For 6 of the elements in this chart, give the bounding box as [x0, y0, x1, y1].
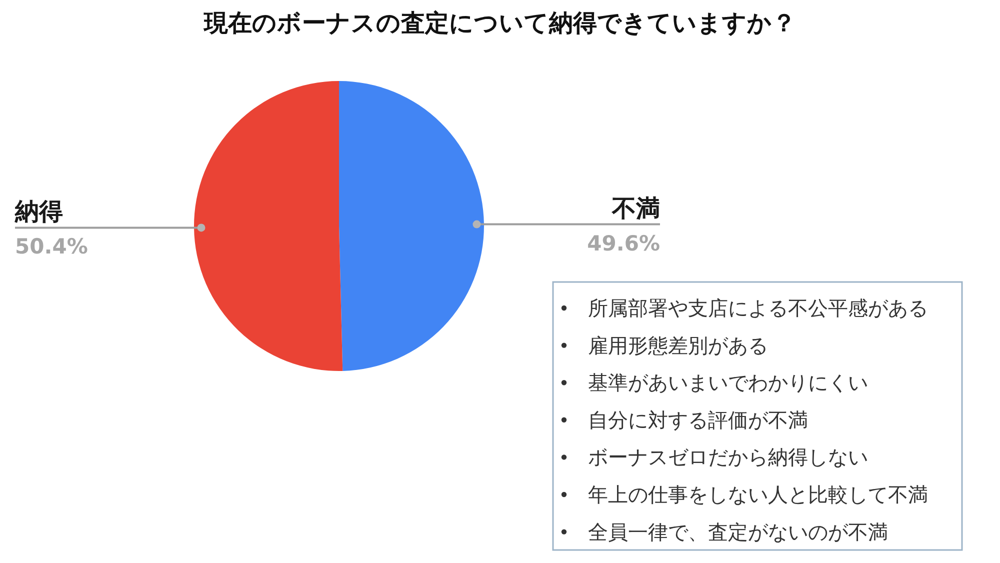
title: 現在のボーナスの査定について納得できていますか？	[204, 9, 796, 37]
annotations: 所属部署や支店による不公平感がある 雇用形態差別がある 基準があいまいでわかりにくい 自分に対する評価が不満 ボーナスゼロだから納得しない 年上の仕事をしない人と比較して不満 全員一律で、査定がないのが不満	[552, 281, 963, 551]
slice-label: 不満	[611, 194, 660, 222]
data-label: 49.6%	[587, 231, 660, 256]
data-label: 50.4%	[15, 234, 88, 259]
slice-label: 納得	[14, 198, 63, 226]
